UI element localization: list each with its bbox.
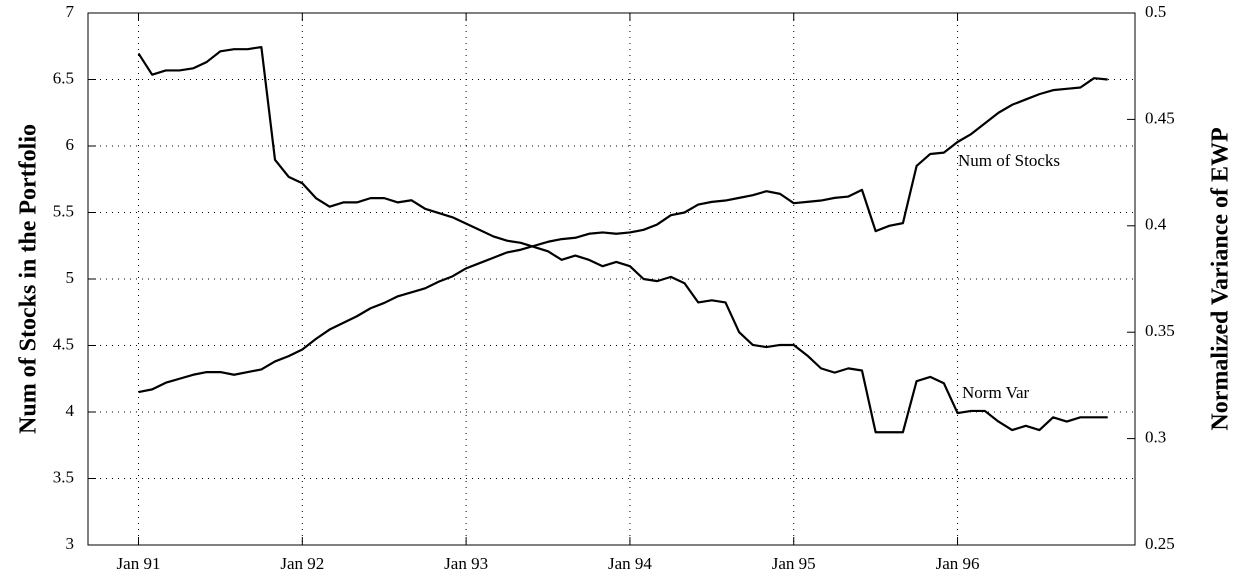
y2-tick-label: 0.45: [1145, 108, 1175, 127]
annotation: Norm Var: [962, 383, 1030, 402]
y-tick-label: 4.5: [53, 334, 74, 353]
y2-tick-label: 0.5: [1145, 2, 1166, 21]
series-line: [137, 45, 1108, 434]
y-tick-label: 5: [66, 268, 75, 287]
x-tick-label: Jan 96: [936, 554, 980, 573]
annotation: Num of Stocks: [958, 151, 1060, 170]
y-tick-label: 6.5: [53, 68, 74, 87]
y-tick-label: 7: [66, 2, 75, 21]
x-tick-label: Jan 92: [280, 554, 324, 573]
x-tick-label: Jan 91: [117, 554, 161, 573]
y2-tick-label: 0.3: [1145, 428, 1166, 447]
y-tick-label: 5.5: [53, 201, 74, 220]
y-tick-label: 6: [66, 135, 75, 154]
x-tick-label: Jan 95: [772, 554, 816, 573]
y2-tick-label: 0.25: [1145, 534, 1175, 553]
x-tick-label: Jan 94: [608, 554, 652, 573]
y2-tick-label: 0.4: [1145, 215, 1167, 234]
y-tick-label: 3.5: [53, 467, 74, 486]
y-tick-label: 3: [66, 534, 75, 553]
plot-frame: [87, 12, 1136, 546]
y-tick-label: 4: [66, 401, 75, 420]
y2-tick-label: 0.35: [1145, 321, 1175, 340]
x-tick-label: Jan 93: [444, 554, 488, 573]
y-axis-title: Num of Stocks in the Portfolio: [16, 124, 42, 434]
y2-axis-title: Normalized Variance of EWP: [1208, 127, 1234, 430]
series-line: [138, 77, 1108, 394]
